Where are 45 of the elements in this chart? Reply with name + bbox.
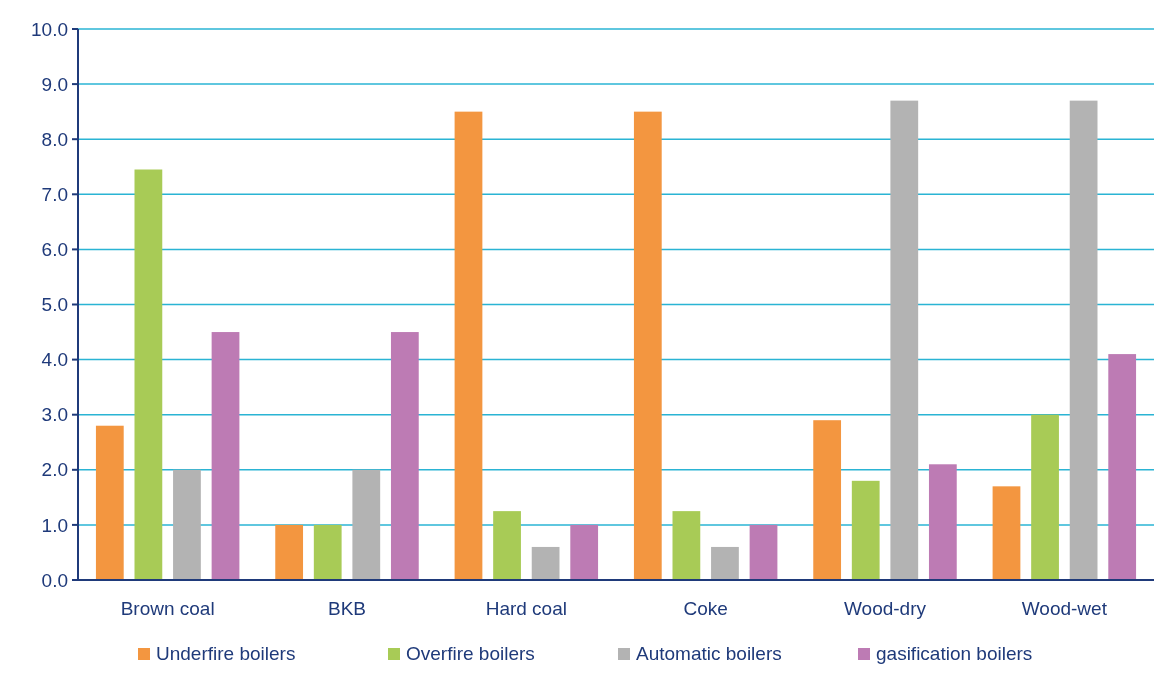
y-tick-label: 0.0 (41, 569, 68, 591)
legend-label: Overfire boilers (406, 643, 535, 664)
bar (95, 425, 124, 580)
x-tick-label: Brown coal (120, 598, 215, 619)
bar (275, 524, 304, 580)
bar (570, 524, 599, 580)
bar (633, 111, 662, 580)
bar (1031, 414, 1059, 580)
bar (890, 100, 919, 580)
x-tick-label: Hard coal (485, 598, 567, 619)
y-tick-label: 9.0 (41, 73, 68, 95)
y-tick-label: 6.0 (41, 239, 68, 261)
y-tick-label: 1.0 (41, 514, 68, 536)
y-tick-label: 8.0 (41, 128, 68, 150)
bar (454, 111, 483, 580)
bar (390, 332, 419, 580)
bar (813, 420, 842, 580)
bar (851, 480, 880, 580)
bar (711, 546, 739, 580)
bar (1108, 354, 1137, 580)
y-tick-label: 7.0 (41, 183, 68, 205)
bar (1069, 100, 1098, 580)
bar (531, 546, 560, 580)
y-tick-label: 4.0 (41, 349, 68, 371)
bar (493, 511, 521, 580)
bar (928, 464, 957, 580)
legend-label: Underfire boilers (156, 643, 296, 664)
bar (211, 332, 240, 580)
y-tick-label: 10.0 (31, 18, 68, 40)
x-tick-label: BKB (327, 598, 367, 619)
bar (173, 469, 201, 580)
bar (992, 486, 1021, 580)
bar (672, 511, 701, 580)
y-tick-label: 3.0 (41, 404, 68, 426)
bar (134, 169, 163, 580)
legend-label: gasification boilers (876, 643, 1033, 664)
bar (313, 524, 342, 580)
legend-label: Automatic boilers (636, 643, 782, 664)
y-tick-label: 5.0 (41, 294, 68, 316)
y-tick-label: 2.0 (41, 459, 68, 481)
bar (749, 524, 778, 580)
x-tick-label: Wood-wet (1021, 598, 1108, 619)
x-tick-label: Coke (683, 598, 728, 619)
x-tick-label: Wood-dry (843, 598, 927, 619)
bar (352, 469, 381, 580)
